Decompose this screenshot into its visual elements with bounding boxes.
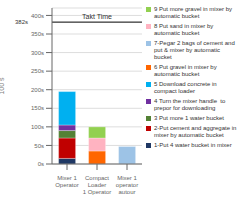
html-text:2-Put cement and aggregate in: 2-Put cement and aggregate in mixer by a…: [154, 125, 237, 138]
html-text:7-Pegar 2 bags of cement and p: 7-Pegar 2 bags of cement and put & mixer…: [154, 40, 235, 60]
svg-text:CompactLoader1 Operator: CompactLoader1 Operator: [83, 175, 112, 195]
html-text:5 Download concrete in compact: 5 Download concrete in compact loader: [154, 81, 217, 94]
svg-text:400s: 400s: [31, 13, 44, 19]
html-text:4 Turn the mixer handle to pre: 4 Turn the mixer handle to prepor for do…: [154, 98, 226, 111]
svg-text:0s: 0s: [38, 161, 44, 167]
html-text:1-Put 4 water bucket in mixer: 1-Put 4 water bucket in mixer: [154, 142, 232, 148]
svg-text:350s: 350s: [31, 31, 44, 37]
html-text:9 Put more gravel in mixer by: 9 Put more gravel in mixer by automatic …: [154, 6, 232, 19]
html-text:3 Put more 1 water bucket: 3 Put more 1 water bucket: [154, 115, 224, 121]
html-text:8 Put sand in mixer by automat: 8 Put sand in mixer by automatic bucket: [154, 23, 214, 36]
svg-text:150s: 150s: [31, 105, 44, 111]
svg-text:100s: 100s: [31, 124, 44, 130]
svg-text:250s: 250s: [31, 68, 44, 74]
svg-text:382s: 382s: [15, 19, 28, 25]
svg-text:50s: 50s: [34, 143, 44, 149]
svg-text:Mixer 1Operator: Mixer 1Operator: [55, 175, 79, 188]
svg-text:200s: 200s: [31, 87, 44, 93]
svg-text:300s: 300s: [31, 50, 44, 56]
svg-text:Mixer 1operatorautour: Mixer 1operatorautour: [116, 175, 138, 195]
html-text:6 Put gravel in mixer by autom: 6 Put gravel in mixer by automatic bucke…: [154, 64, 217, 77]
svg-text:Takt Time: Takt Time: [82, 13, 112, 20]
